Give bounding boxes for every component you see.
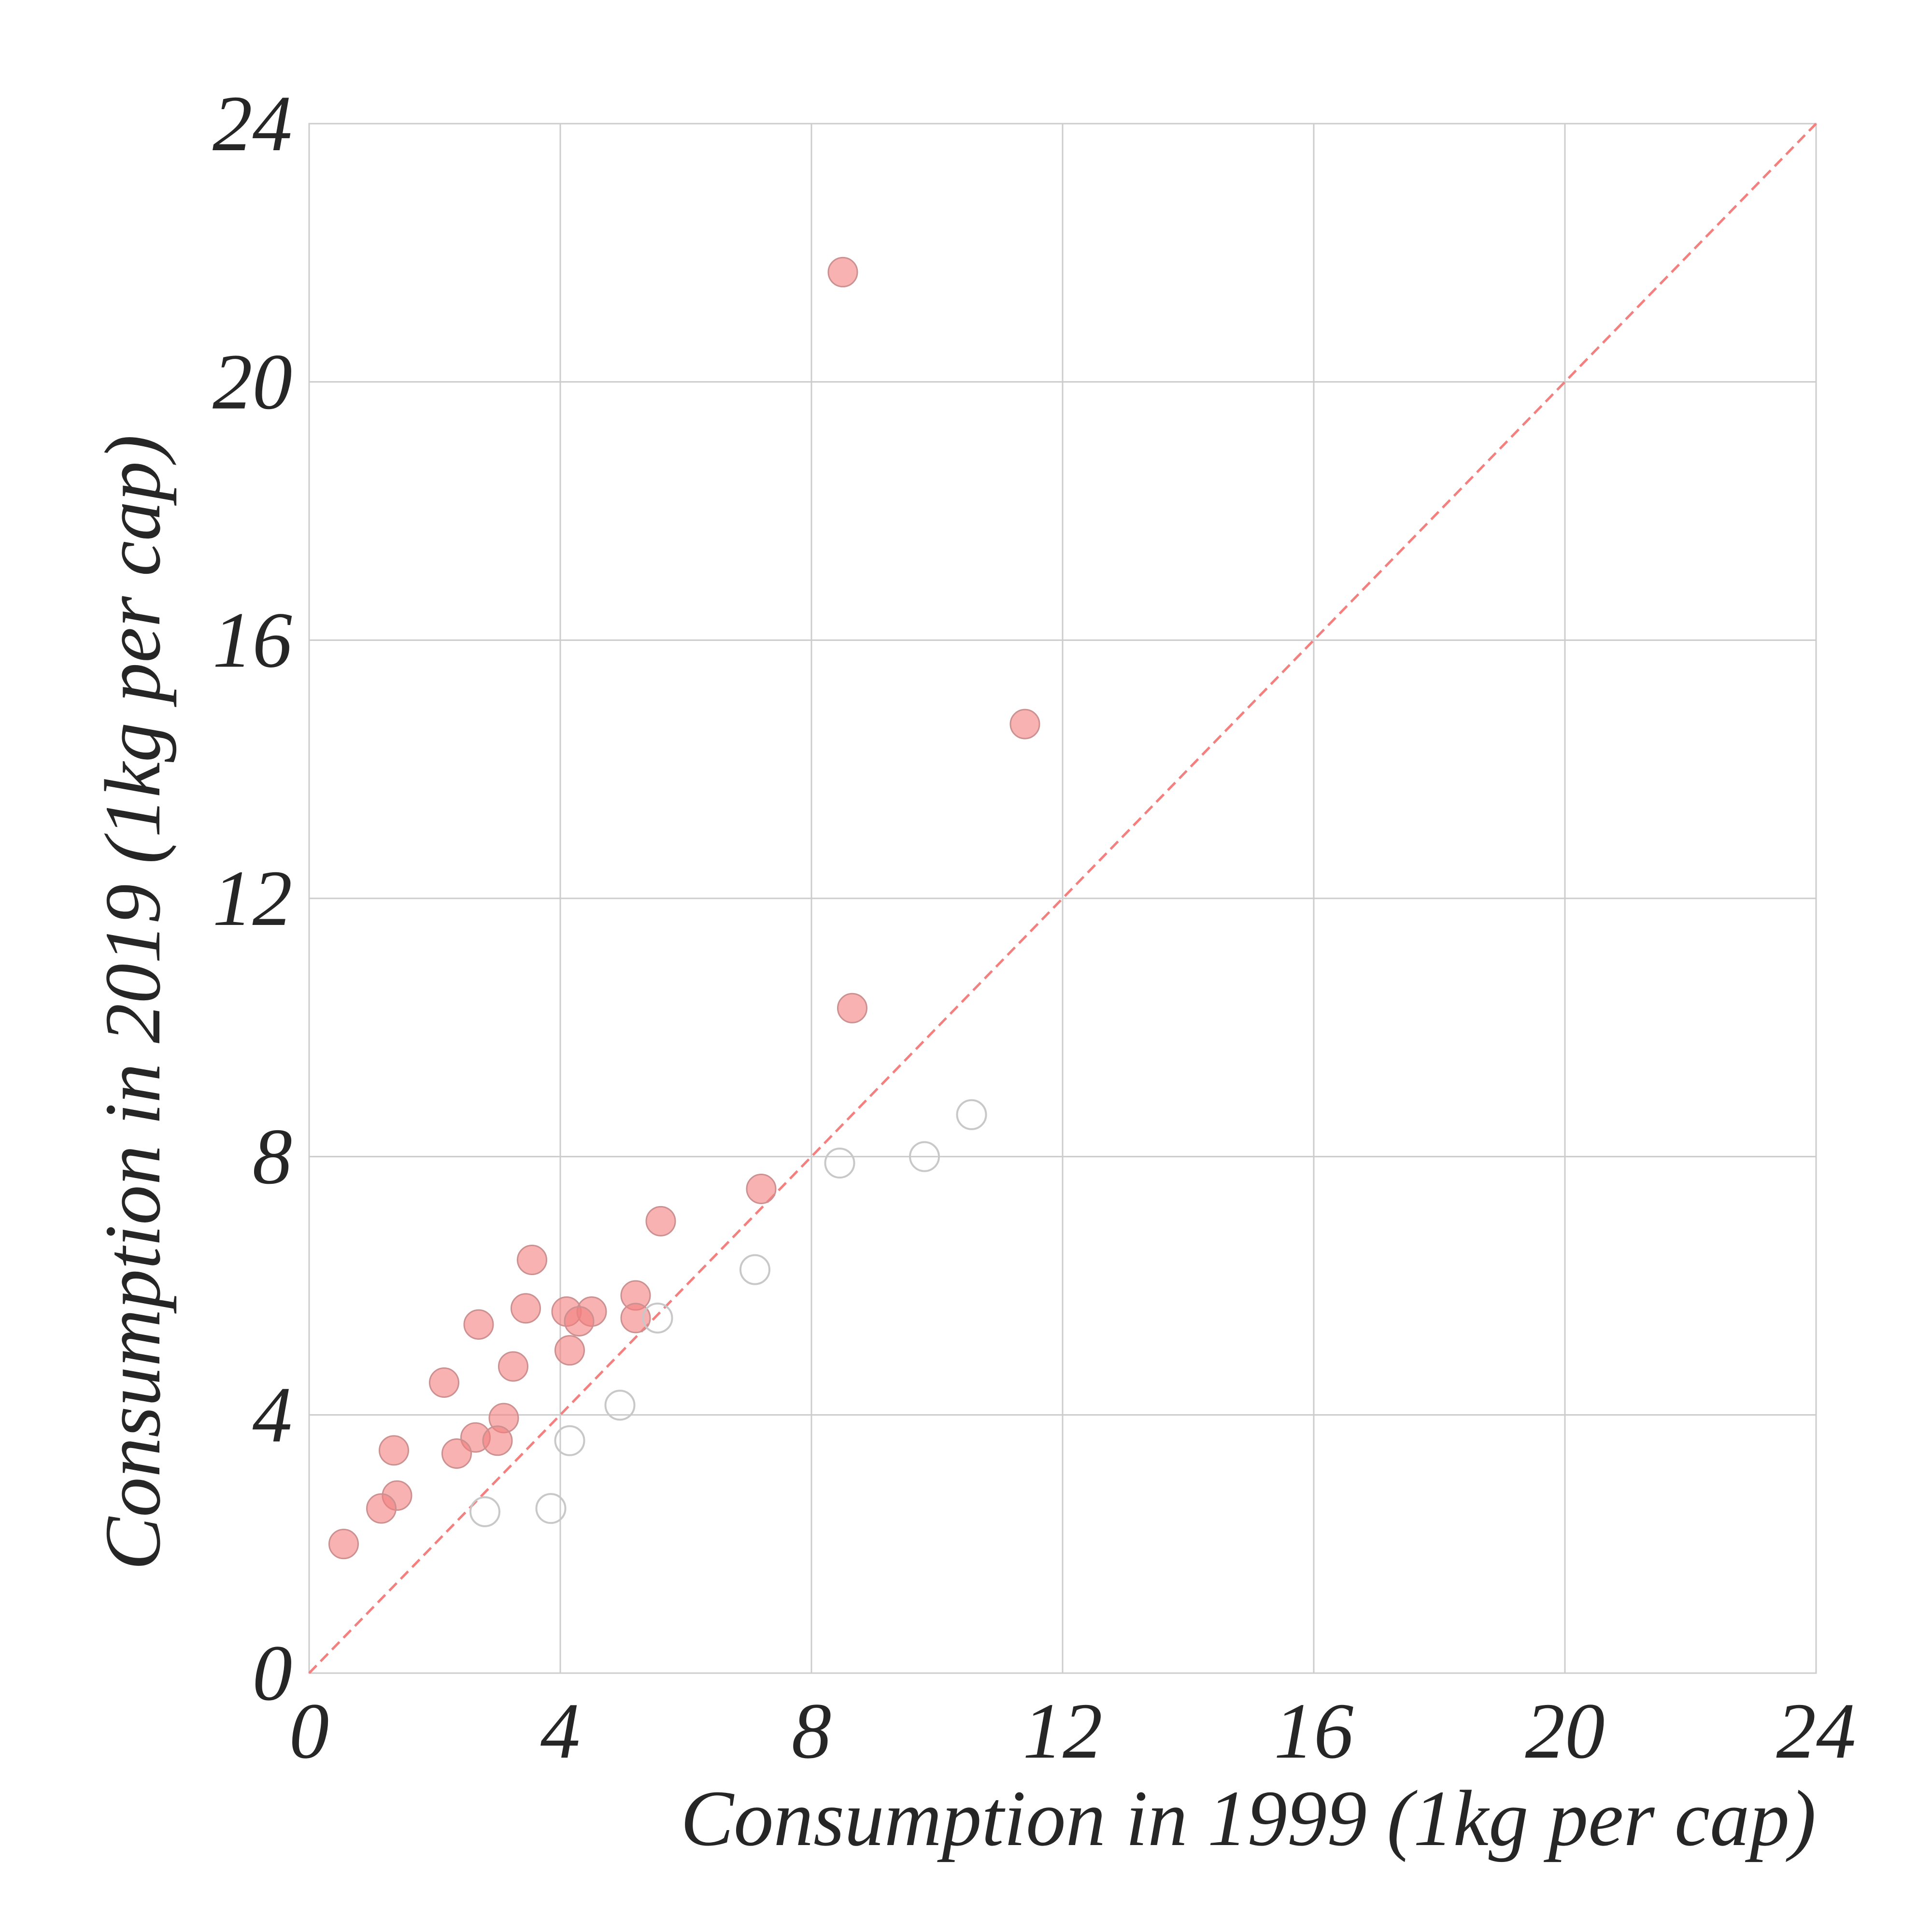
x-tick-label: 0 xyxy=(289,1687,329,1775)
scatter-point xyxy=(482,1425,513,1456)
scatter-point-hollow xyxy=(739,1254,770,1285)
y-tick-label: 20 xyxy=(213,338,292,426)
x-tick-label: 4 xyxy=(540,1687,581,1775)
x-tick-label: 12 xyxy=(1023,1687,1103,1775)
x-tick-label: 8 xyxy=(792,1687,832,1775)
scatter-point xyxy=(620,1303,651,1334)
plot-frame xyxy=(308,123,1817,1674)
scatter-point xyxy=(498,1351,528,1382)
scatter-point xyxy=(564,1306,595,1337)
scatter-point-hollow xyxy=(535,1493,567,1524)
y-tick-label: 12 xyxy=(213,854,292,942)
scatter-point-hollow xyxy=(956,1099,987,1130)
scatter-point xyxy=(366,1493,397,1524)
scatter-point xyxy=(328,1529,359,1560)
x-tick-label: 24 xyxy=(1776,1687,1856,1775)
scatter-point-hollow xyxy=(554,1425,585,1456)
scatter-point xyxy=(429,1367,459,1398)
x-tick-label: 20 xyxy=(1525,1687,1605,1775)
scatter-point xyxy=(517,1245,547,1276)
scatter-point-hollow xyxy=(642,1302,673,1334)
x-axis-label: Consumption in 1999 (1kg per cap) xyxy=(681,1774,1816,1862)
y-tick-label: 0 xyxy=(253,1629,293,1717)
scatter-point xyxy=(511,1293,541,1324)
scatter-point xyxy=(463,1309,494,1340)
scatter-point-hollow xyxy=(604,1390,636,1421)
scatter-point-hollow xyxy=(909,1141,940,1172)
scatter-point-hollow xyxy=(824,1148,855,1179)
y-tick-label: 4 xyxy=(253,1370,293,1459)
data-points xyxy=(328,256,1040,1560)
scatter-point xyxy=(554,1335,585,1366)
x-tick-label: 16 xyxy=(1274,1687,1354,1775)
scatter-point xyxy=(746,1174,777,1204)
x-tick-labels: 0 4 8 12 16 20 24 xyxy=(289,1687,1856,1775)
scatter-point xyxy=(827,256,858,287)
scatter-point xyxy=(837,993,867,1023)
grid xyxy=(308,123,1817,1674)
scatter-point xyxy=(441,1438,472,1469)
y-tick-label: 16 xyxy=(213,596,292,684)
scatter-point-hollow xyxy=(469,1496,500,1527)
y-tick-label: 8 xyxy=(253,1112,293,1201)
scatter-point xyxy=(1009,709,1040,739)
y-tick-labels: 0 4 8 12 16 20 24 xyxy=(213,79,292,1717)
scatter-point xyxy=(379,1435,409,1466)
y-tick-label: 24 xyxy=(213,79,292,168)
scatter-point xyxy=(645,1206,676,1236)
y-axis-label: Consumption in 2019 (1kg per cap) xyxy=(88,435,177,1570)
